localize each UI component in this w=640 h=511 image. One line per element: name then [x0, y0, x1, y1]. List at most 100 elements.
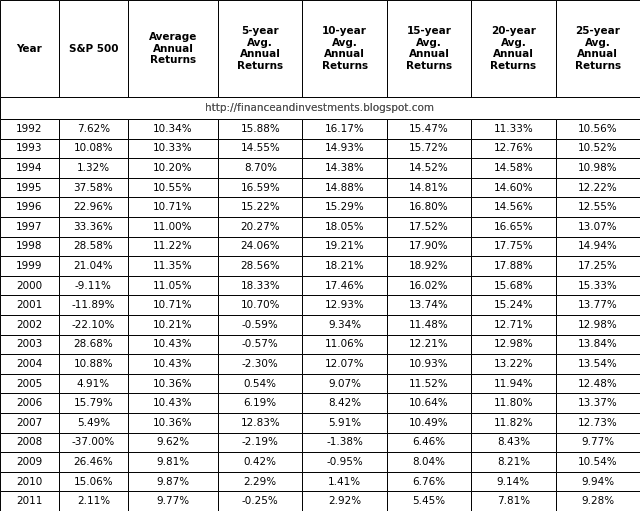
Text: 0.42%: 0.42% [244, 457, 276, 467]
Bar [128, 197, 218, 217]
Bar [556, 295, 640, 315]
Bar [471, 295, 556, 315]
Text: 33.36%: 33.36% [74, 222, 113, 232]
Bar [556, 138, 640, 158]
Text: -11.89%: -11.89% [72, 300, 115, 310]
Bar [387, 158, 471, 178]
Bar [218, 276, 303, 295]
Bar [471, 178, 556, 197]
Bar [556, 158, 640, 178]
Text: -2.30%: -2.30% [242, 359, 278, 369]
Text: 11.35%: 11.35% [153, 261, 193, 271]
Bar [218, 433, 303, 452]
Bar [218, 0, 303, 97]
Text: 1993: 1993 [16, 144, 43, 153]
Text: 2.92%: 2.92% [328, 496, 361, 506]
Text: 1999: 1999 [16, 261, 43, 271]
Bar [556, 217, 640, 237]
Text: 13.84%: 13.84% [578, 339, 618, 350]
Bar [387, 138, 471, 158]
Bar [303, 276, 387, 295]
Bar [387, 178, 471, 197]
Bar [128, 217, 218, 237]
Bar [471, 0, 556, 97]
Bar [128, 374, 218, 393]
Text: 2006: 2006 [16, 398, 42, 408]
Bar [556, 0, 640, 97]
Text: 8.21%: 8.21% [497, 457, 530, 467]
Bar [303, 158, 387, 178]
Bar [218, 158, 303, 178]
Bar [471, 492, 556, 511]
Bar [0, 158, 59, 178]
Text: -2.19%: -2.19% [242, 437, 279, 448]
Bar [556, 374, 640, 393]
Text: 15.24%: 15.24% [493, 300, 533, 310]
Text: 14.93%: 14.93% [324, 144, 365, 153]
Bar [128, 472, 218, 492]
Bar [303, 256, 387, 276]
Bar [218, 138, 303, 158]
Bar [218, 217, 303, 237]
Bar [387, 119, 471, 138]
Bar [59, 138, 128, 158]
Bar [556, 197, 640, 217]
Bar [59, 354, 128, 374]
Bar [303, 217, 387, 237]
Bar [59, 237, 128, 256]
Text: 37.58%: 37.58% [74, 182, 113, 193]
Bar [0, 452, 59, 472]
Bar [59, 197, 128, 217]
Text: 9.07%: 9.07% [328, 379, 361, 389]
Text: 17.52%: 17.52% [409, 222, 449, 232]
Text: 17.88%: 17.88% [493, 261, 533, 271]
Text: -1.38%: -1.38% [326, 437, 363, 448]
Bar [303, 354, 387, 374]
Text: 14.94%: 14.94% [578, 241, 618, 251]
Bar [128, 138, 218, 158]
Bar [0, 472, 59, 492]
Bar [556, 492, 640, 511]
Text: 16.02%: 16.02% [409, 281, 449, 291]
Bar [556, 354, 640, 374]
Bar [0, 97, 640, 119]
Bar [128, 433, 218, 452]
Text: 11.48%: 11.48% [409, 320, 449, 330]
Bar [128, 452, 218, 472]
Text: 24.06%: 24.06% [241, 241, 280, 251]
Text: 11.82%: 11.82% [493, 418, 533, 428]
Bar [59, 374, 128, 393]
Text: 10.33%: 10.33% [153, 144, 193, 153]
Text: Year: Year [17, 43, 42, 54]
Bar [387, 276, 471, 295]
Text: 16.80%: 16.80% [409, 202, 449, 212]
Bar [387, 472, 471, 492]
Bar [556, 315, 640, 335]
Bar [59, 119, 128, 138]
Bar [218, 374, 303, 393]
Bar [387, 217, 471, 237]
Text: 9.81%: 9.81% [157, 457, 189, 467]
Text: 11.94%: 11.94% [493, 379, 533, 389]
Bar [471, 354, 556, 374]
Bar [303, 374, 387, 393]
Text: 10.52%: 10.52% [578, 144, 618, 153]
Bar [556, 256, 640, 276]
Bar [471, 119, 556, 138]
Text: 2005: 2005 [16, 379, 42, 389]
Bar [218, 335, 303, 354]
Text: 15-year
Avg.
Annual
Returns: 15-year Avg. Annual Returns [406, 26, 452, 71]
Bar [556, 119, 640, 138]
Text: 10.36%: 10.36% [153, 418, 193, 428]
Text: 16.17%: 16.17% [324, 124, 365, 134]
Text: 14.81%: 14.81% [409, 182, 449, 193]
Bar [387, 354, 471, 374]
Bar [128, 315, 218, 335]
Bar [471, 374, 556, 393]
Bar [128, 276, 218, 295]
Bar [0, 374, 59, 393]
Text: 2008: 2008 [16, 437, 42, 448]
Text: 10.43%: 10.43% [153, 359, 193, 369]
Text: 17.90%: 17.90% [409, 241, 449, 251]
Bar [59, 433, 128, 452]
